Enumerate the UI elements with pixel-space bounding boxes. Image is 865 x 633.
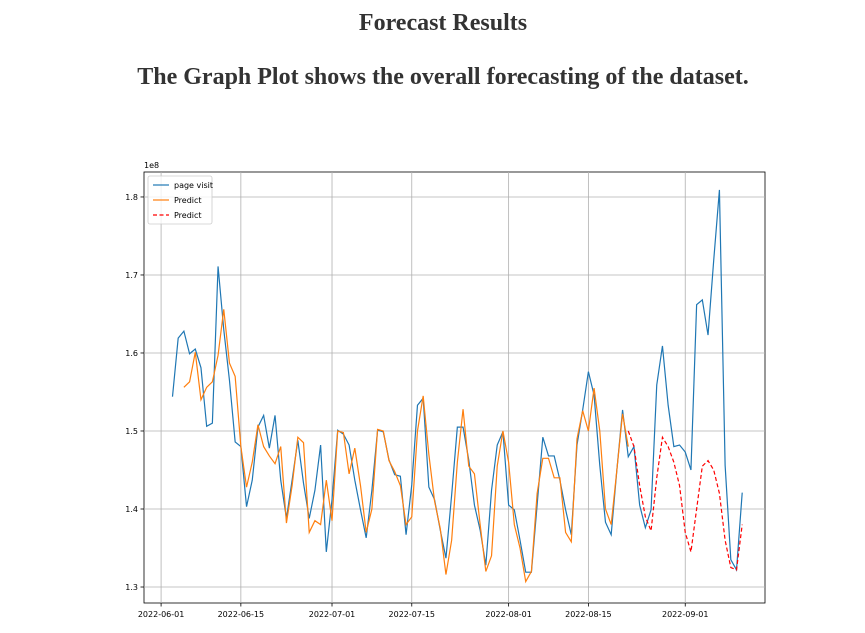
x-tick-label: 2022-07-01 [309, 610, 356, 619]
series-line [171, 189, 743, 573]
page-title: Forecast Results [359, 10, 527, 36]
y-tick-label: 1.8 [125, 193, 138, 202]
series-line [183, 309, 629, 584]
y-tick-label: 1.7 [125, 271, 138, 280]
legend-label: Predict [174, 196, 202, 205]
y-tick-label: 1.3 [125, 583, 138, 592]
x-tick-label: 2022-06-15 [218, 610, 265, 619]
x-tick-label: 2022-07-15 [389, 610, 436, 619]
y-tick-label: 1.6 [125, 349, 138, 358]
page-subtitle: The Graph Plot shows the overall forecas… [137, 64, 749, 90]
plot-frame [143, 171, 766, 604]
y-tick-label: 1.5 [125, 427, 138, 436]
x-tick-label: 2022-08-15 [565, 610, 612, 619]
x-tick-label: 2022-09-01 [662, 610, 709, 619]
legend-box [147, 175, 213, 225]
x-tick-label: 2022-08-01 [485, 610, 532, 619]
legend-label: page visit [174, 181, 213, 190]
x-tick-label: 2022-06-01 [138, 610, 185, 619]
legend-label: Predict [174, 211, 202, 220]
offset-label: 1e8 [144, 161, 159, 170]
series-line [627, 430, 743, 571]
y-tick-label: 1.4 [125, 505, 138, 514]
